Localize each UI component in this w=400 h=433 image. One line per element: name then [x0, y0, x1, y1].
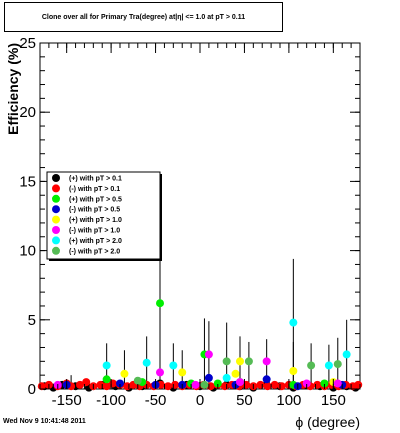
x-tick-label: -100: [96, 392, 126, 409]
data-point-series-5: [262, 357, 271, 366]
legend-marker: [52, 246, 60, 255]
legend-label: (-) with pT > 0.1: [69, 186, 120, 193]
data-point-series-1: [354, 380, 363, 389]
data-point-series-4: [120, 369, 129, 378]
data-point-series-6: [222, 373, 231, 382]
legend-marker: [52, 184, 60, 193]
legend-label: (-) with pT > 1.0: [69, 228, 120, 235]
data-point-series-1: [102, 382, 111, 391]
data-point-series-5: [236, 378, 244, 387]
data-point-series-4: [231, 369, 240, 378]
data-point-series-7: [307, 361, 316, 370]
data-point-series-5: [333, 379, 342, 388]
legend-marker: [52, 215, 60, 224]
data-point-series-1: [270, 380, 279, 389]
data-point-series-6: [169, 361, 178, 370]
legend-label: (+) with pT > 0.5: [69, 196, 122, 203]
y-tick-label: 25: [19, 35, 36, 52]
data-point-series-7: [222, 357, 231, 366]
data-point-series-6: [289, 318, 298, 327]
y-tick-label: 15: [19, 173, 36, 190]
data-point-series-6: [342, 350, 351, 359]
x-tick-label: 100: [276, 392, 301, 409]
data-point-series-4: [236, 357, 244, 366]
y-tick-label: 20: [19, 104, 36, 121]
y-tick-label: 10: [19, 243, 36, 260]
legend-marker: [52, 194, 60, 203]
data-point-series-1: [82, 378, 91, 387]
axes: -150 -100 -50 0 50 100 150 0 5 10 15 20 25 ϕ (degree)…: [5, 35, 361, 430]
data-point-series-1: [220, 382, 229, 391]
data-point-series-7: [133, 376, 142, 385]
data-point-series-5: [156, 368, 164, 377]
data-point-series-5: [204, 350, 213, 359]
data-point-series-1: [313, 380, 322, 389]
legend-label: (+) with pT > 2.0: [69, 238, 122, 245]
legend-marker: [52, 226, 60, 234]
legend-box: [46, 171, 161, 260]
data-point-series-1: [263, 382, 272, 391]
data-point-series-7: [333, 360, 342, 369]
data-point-series-2: [213, 379, 222, 388]
data-point-series-1: [164, 382, 172, 391]
data-point-series-7: [244, 357, 253, 366]
data-point-series-4: [289, 367, 298, 376]
data-point-series-1: [277, 382, 286, 391]
data-point-series-3: [262, 375, 271, 384]
data-point-series-6: [142, 358, 151, 367]
data-points: [37, 299, 363, 392]
legend-marker: [52, 236, 60, 245]
y-axis-label: Efficiency (%): [5, 43, 21, 135]
data-point-series-1: [256, 380, 265, 389]
data-point-series-4: [178, 368, 187, 377]
legend: (+) with pT > 0.1 (-) with pT > 0.1 (+) wi…: [46, 171, 162, 261]
data-point-series-2: [320, 379, 329, 388]
y-tick-label: 5: [28, 312, 36, 329]
data-point-series-5: [302, 379, 311, 388]
data-point-series-2: [102, 375, 111, 384]
data-point-series-7: [200, 380, 209, 389]
data-point-series-6: [324, 361, 333, 370]
legend-label: (-) with pT > 2.0: [69, 248, 120, 255]
data-point-series-3: [116, 379, 124, 388]
data-point-series-5: [191, 380, 200, 389]
x-tick-label: 0: [196, 392, 204, 409]
chart-title: Clone over all for Primary Tra(degree) a…: [4, 2, 283, 32]
x-tick-label: 150: [321, 392, 346, 409]
legend-label: (+) with pT > 0.1: [69, 176, 122, 183]
data-point-series-6: [102, 361, 111, 370]
data-point-series-3: [204, 373, 213, 382]
data-point-series-1: [171, 380, 180, 389]
timestamp-footer: Wed Nov 9 10:41:48 2011: [3, 418, 86, 425]
y-tick-label: 0: [28, 381, 36, 398]
x-axis-label: ϕ (degree): [295, 414, 360, 430]
legend-marker: [52, 174, 60, 182]
x-tick-label: -150: [52, 392, 82, 409]
data-point-series-2: [156, 299, 164, 308]
legend-label: (+) with pT > 1.0: [69, 217, 122, 224]
legend-label: (-) with pT > 0.5: [69, 207, 120, 214]
legend-marker: [52, 205, 60, 214]
data-point-series-1: [76, 380, 84, 389]
x-tick-label: 50: [236, 392, 253, 409]
x-tick-label: -50: [145, 392, 167, 409]
